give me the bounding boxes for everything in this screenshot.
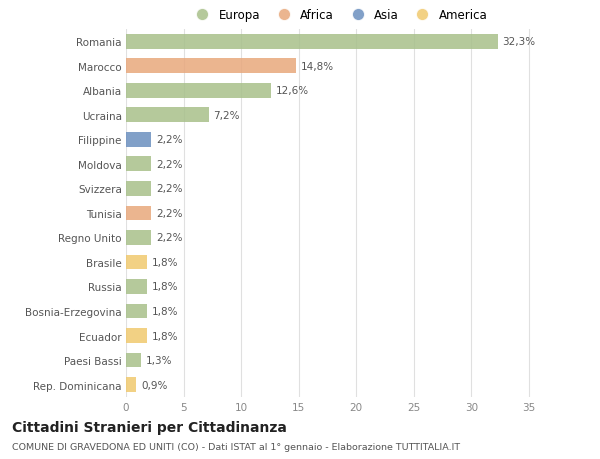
Text: 7,2%: 7,2% — [214, 111, 240, 121]
Bar — [126, 255, 147, 270]
Text: 1,8%: 1,8% — [151, 257, 178, 268]
Text: 1,8%: 1,8% — [151, 331, 178, 341]
Bar — [126, 280, 147, 294]
Text: 2,2%: 2,2% — [156, 184, 182, 194]
Bar — [126, 35, 498, 50]
Bar — [126, 329, 147, 343]
Text: 2,2%: 2,2% — [156, 135, 182, 145]
Text: 12,6%: 12,6% — [275, 86, 309, 96]
Text: 32,3%: 32,3% — [502, 37, 536, 47]
Text: Cittadini Stranieri per Cittadinanza: Cittadini Stranieri per Cittadinanza — [12, 420, 287, 434]
Text: 2,2%: 2,2% — [156, 159, 182, 169]
Bar — [126, 230, 151, 245]
Text: 1,3%: 1,3% — [146, 355, 172, 365]
Text: COMUNE DI GRAVEDONA ED UNITI (CO) - Dati ISTAT al 1° gennaio - Elaborazione TUTT: COMUNE DI GRAVEDONA ED UNITI (CO) - Dati… — [12, 442, 460, 451]
Legend: Europa, Africa, Asia, America: Europa, Africa, Asia, America — [185, 5, 493, 27]
Bar — [126, 182, 151, 196]
Text: 0,9%: 0,9% — [141, 380, 167, 390]
Text: 2,2%: 2,2% — [156, 208, 182, 218]
Bar — [126, 206, 151, 221]
Text: 2,2%: 2,2% — [156, 233, 182, 243]
Bar — [126, 353, 141, 368]
Bar — [126, 59, 296, 74]
Text: 1,8%: 1,8% — [151, 282, 178, 292]
Bar — [126, 84, 271, 98]
Bar — [126, 157, 151, 172]
Bar — [126, 108, 209, 123]
Bar — [126, 377, 136, 392]
Bar — [126, 133, 151, 147]
Text: 14,8%: 14,8% — [301, 62, 334, 72]
Text: 1,8%: 1,8% — [151, 306, 178, 316]
Bar — [126, 304, 147, 319]
